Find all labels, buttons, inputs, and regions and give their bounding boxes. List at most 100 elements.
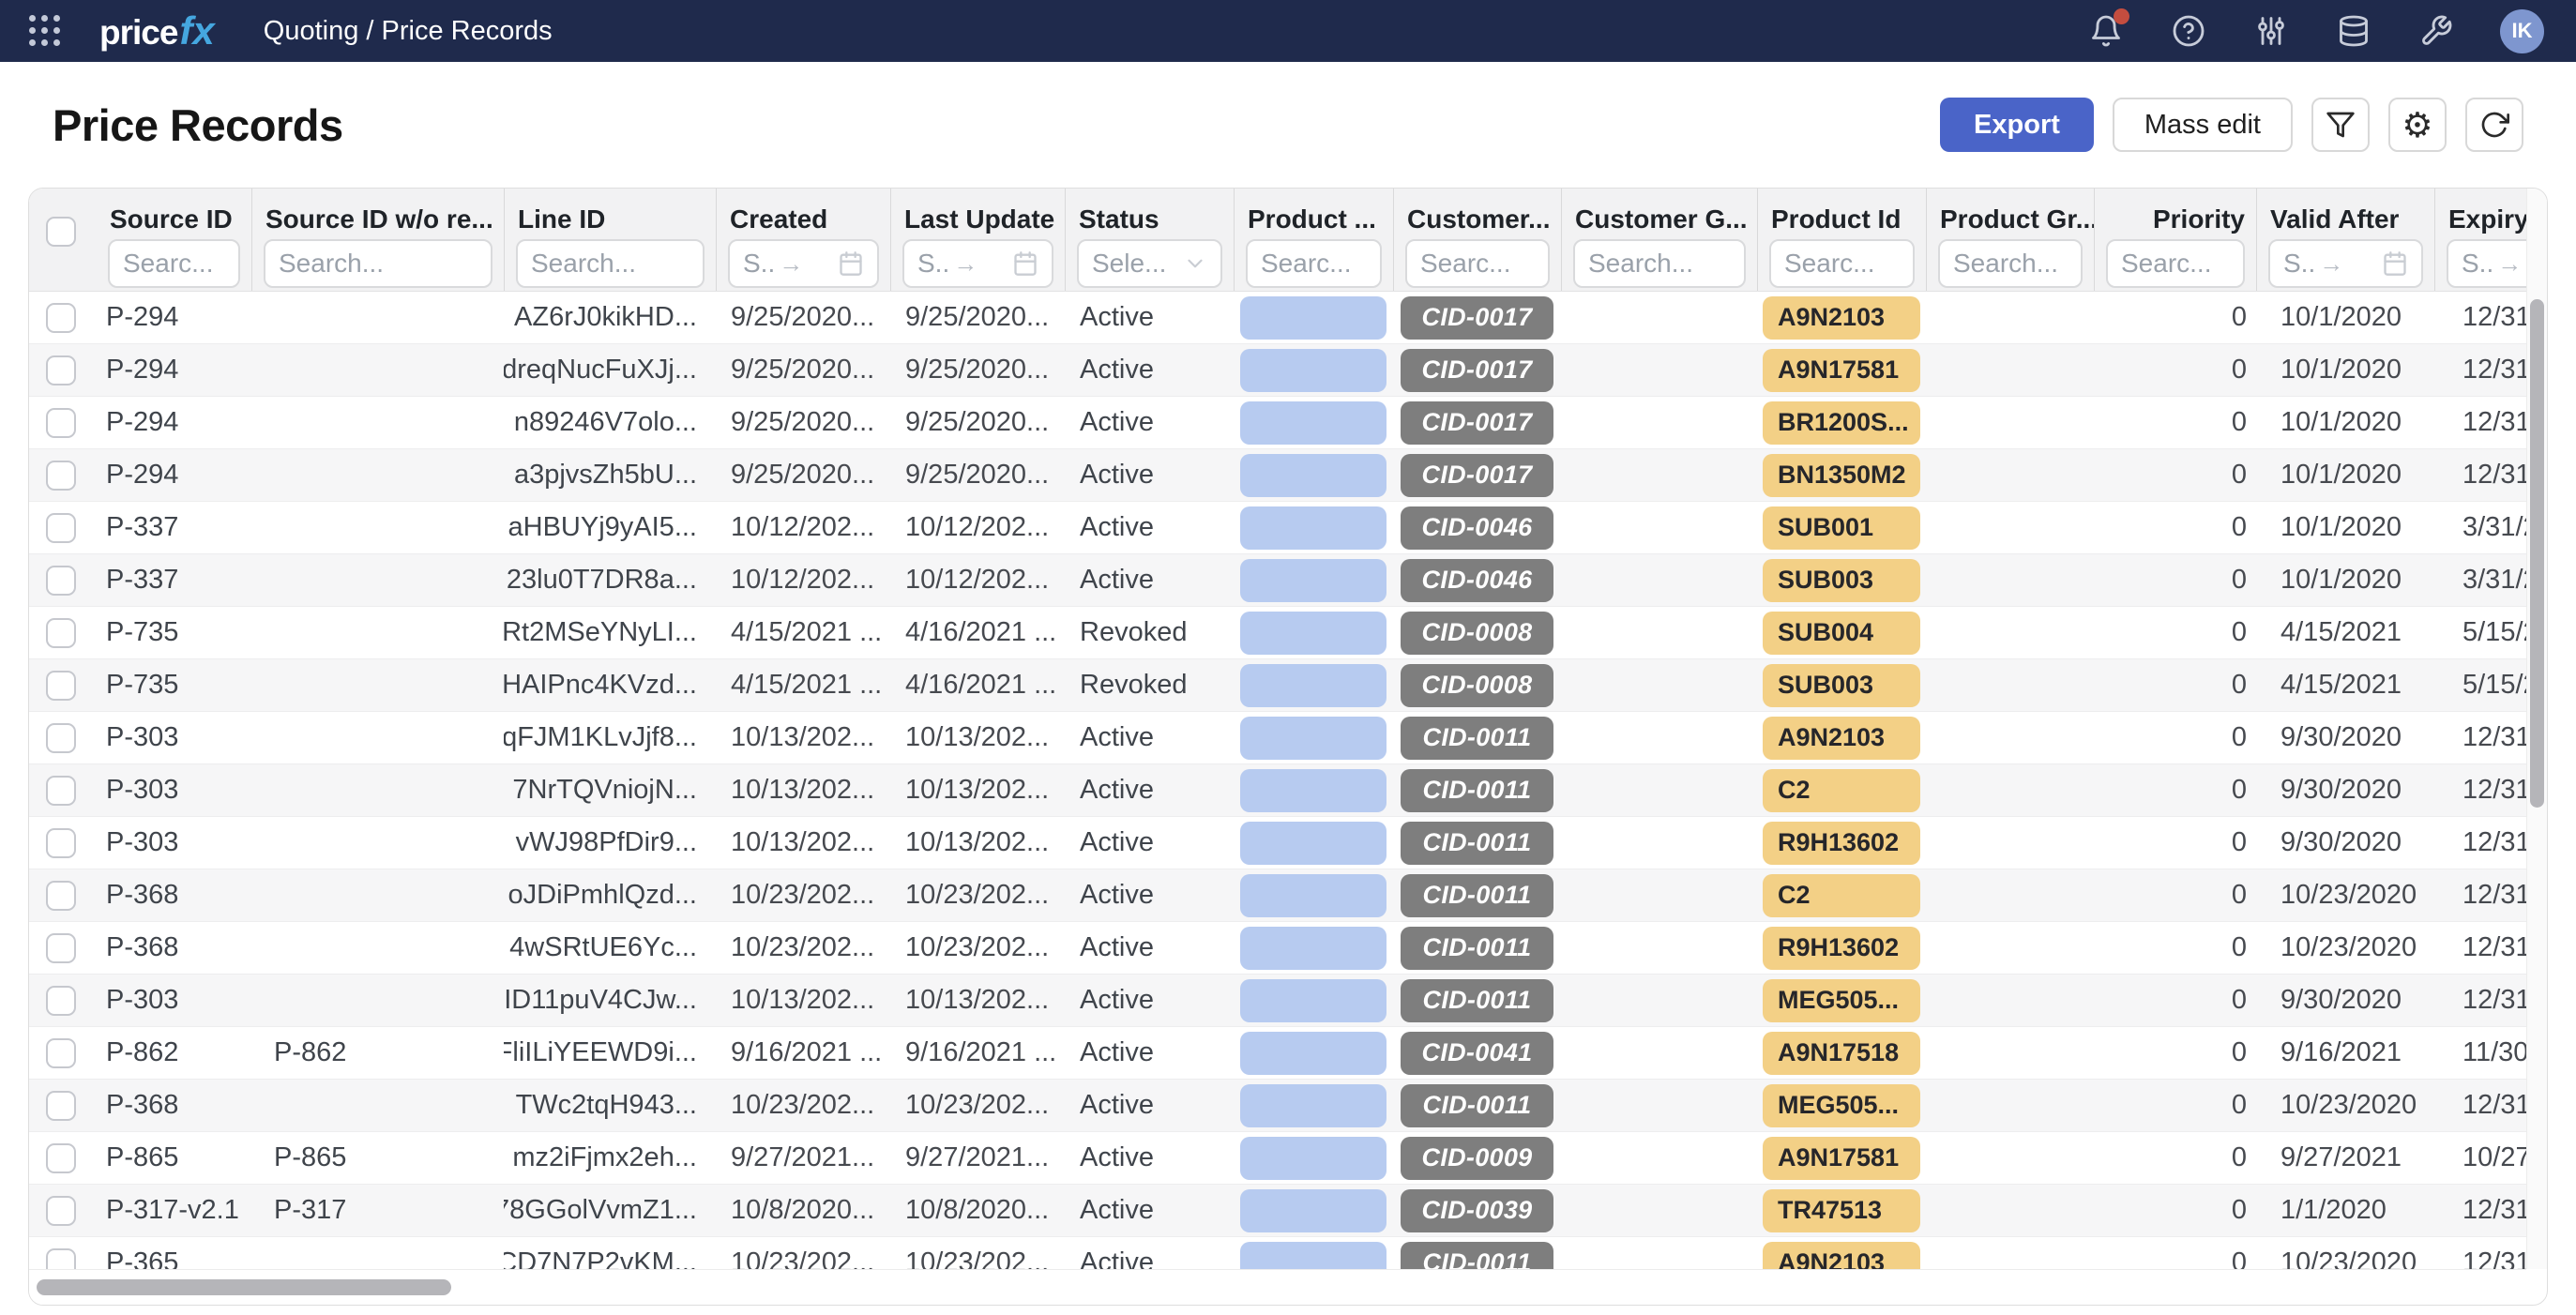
line-id-cell: mz2iFjmx2eh...	[512, 1142, 697, 1172]
settings-button[interactable]: ⚙	[2388, 98, 2447, 152]
customer-group-cell	[1561, 292, 1757, 343]
table-row[interactable]: P-294 a3pjvsZh5bU... 9/25/2020... 9/25/2…	[29, 449, 2547, 502]
source-id-wo-cell: P-862	[274, 1037, 347, 1067]
product-filter-input[interactable]	[1261, 249, 1367, 279]
row-checkbox[interactable]	[46, 565, 76, 596]
table-row[interactable]: P-735 HAIPnc4KVzd... 4/15/2021 ... 4/16/…	[29, 659, 2547, 712]
row-checkbox[interactable]	[46, 1247, 76, 1269]
status-cell: Active	[1080, 827, 1154, 857]
vertical-scrollbar[interactable]	[2526, 189, 2547, 1269]
horizontal-scrollbar-thumb[interactable]	[37, 1279, 451, 1295]
table-row[interactable]: P-303 ID11puV4CJw... 10/13/202... 10/13/…	[29, 975, 2547, 1027]
mass-edit-button[interactable]: Mass edit	[2112, 98, 2293, 152]
help-button[interactable]	[2170, 12, 2207, 50]
row-checkbox[interactable]	[46, 670, 76, 701]
priority-cell: 0	[2231, 985, 2247, 1015]
created-date-filter[interactable]: S.. →	[728, 239, 879, 288]
customer-group-filter-input[interactable]	[1588, 249, 1731, 279]
valid-after-cell: 9/27/2021	[2281, 1142, 2402, 1172]
product-group-cell	[1926, 1237, 2094, 1269]
table-row[interactable]: P-865 P-865 mz2iFjmx2eh... 9/27/2021... …	[29, 1132, 2547, 1185]
row-checkbox[interactable]	[46, 512, 76, 543]
source-id-filter-input[interactable]	[123, 249, 225, 279]
header-cell-product: Product ...	[1234, 189, 1393, 291]
notifications-button[interactable]	[2087, 8, 2129, 50]
last-update-cell: 10/13/202...	[905, 775, 1050, 805]
customer-group-cell	[1561, 607, 1757, 658]
product-pill	[1240, 401, 1386, 445]
source-id-cell: P-303	[106, 722, 179, 752]
table-row[interactable]: P-735 Rt2MSeYNyLI... 4/15/2021 ... 4/16/…	[29, 607, 2547, 659]
priority-filter-input[interactable]	[2121, 249, 2230, 279]
status-cell: Active	[1080, 985, 1154, 1015]
table-row[interactable]: P-365 CD7N7P2vKM... 10/23/202... 10/23/2…	[29, 1237, 2547, 1269]
line-id-filter-input[interactable]	[531, 249, 689, 279]
data-manager-button[interactable]	[2335, 12, 2372, 50]
table-row[interactable]: P-337 aHBUYj9yAI5... 10/12/202... 10/12/…	[29, 502, 2547, 554]
status-select-filter[interactable]: Sele...	[1077, 239, 1222, 288]
apps-grid-icon[interactable]	[26, 12, 64, 50]
user-avatar[interactable]: IK	[2500, 8, 2544, 53]
customer-id-pill: CID-0039	[1401, 1188, 1553, 1232]
table-row[interactable]: P-368 TWc2tqH943... 10/23/202... 10/23/2…	[29, 1080, 2547, 1132]
table-row[interactable]: P-303 vWJ98PfDir9... 10/13/202... 10/13/…	[29, 817, 2547, 869]
row-checkbox[interactable]	[46, 775, 76, 806]
logo-text-price: price	[99, 13, 178, 52]
product-group-cell	[1926, 975, 2094, 1026]
valid-after-date-filter[interactable]: S.. →	[2268, 239, 2423, 288]
row-checkbox[interactable]	[46, 880, 76, 911]
table-row[interactable]: P-337 23lu0T7DR8a... 10/12/202... 10/12/…	[29, 554, 2547, 607]
row-checkbox[interactable]	[46, 355, 76, 385]
priority-cell: 0	[2231, 617, 2247, 647]
row-checkbox[interactable]	[46, 827, 76, 858]
chevron-down-icon	[1188, 259, 1203, 268]
product-id-filter-input[interactable]	[1784, 249, 1900, 279]
row-checkbox[interactable]	[46, 407, 76, 438]
product-pill	[1240, 1241, 1386, 1269]
table-row[interactable]: P-303 7NrTQVniojN... 10/13/202... 10/13/…	[29, 764, 2547, 817]
preferences-sliders-button[interactable]	[2252, 12, 2290, 50]
table-row[interactable]: P-368 oJDiPmhlQzd... 10/23/202... 10/23/…	[29, 869, 2547, 922]
admin-tools-button[interactable]	[2417, 12, 2455, 50]
customer-id-pill: CID-0017	[1401, 453, 1553, 497]
last-update-date-filter[interactable]: S.. →	[902, 239, 1053, 288]
row-checkbox[interactable]	[46, 302, 76, 333]
customer-id-pill: CID-0011	[1401, 716, 1553, 760]
source-id-wo-filter-input[interactable]	[279, 249, 477, 279]
row-checkbox[interactable]	[46, 932, 76, 963]
table-row[interactable]: P-294 n89246V7olo... 9/25/2020... 9/25/2…	[29, 397, 2547, 449]
filter-button[interactable]	[2311, 98, 2370, 152]
source-id-cell: P-337	[106, 512, 179, 542]
row-checkbox[interactable]	[46, 985, 76, 1016]
export-button[interactable]: Export	[1940, 98, 2094, 152]
table-row[interactable]: P-294 AZ6rJ0kikHD... 9/25/2020... 9/25/2…	[29, 292, 2547, 344]
line-id-cell: dreqNucFuXJj...	[504, 355, 697, 385]
product-id-pill: BN1350M2	[1763, 453, 1920, 497]
priority-cell: 0	[2231, 722, 2247, 752]
row-checkbox[interactable]	[46, 1090, 76, 1121]
product-id-pill: MEG505...	[1763, 1083, 1920, 1127]
range-arrow-icon: →	[953, 249, 978, 278]
vertical-scrollbar-thumb[interactable]	[2530, 299, 2544, 808]
product-group-filter-input[interactable]	[1953, 249, 2068, 279]
refresh-button[interactable]	[2465, 98, 2523, 152]
status-cell: Active	[1080, 880, 1154, 910]
row-checkbox[interactable]	[46, 1142, 76, 1173]
table-row[interactable]: P-862 P-862 FliILiYEEWD9i... 9/16/2021 .…	[29, 1027, 2547, 1080]
valid-after-cell: 10/1/2020	[2281, 407, 2402, 437]
customer-filter-input[interactable]	[1420, 249, 1535, 279]
customer-group-cell	[1561, 1080, 1757, 1131]
breadcrumb[interactable]: Quoting / Price Records	[263, 15, 553, 46]
table-row[interactable]: P-368 4wSRtUE6Yc... 10/23/202... 10/23/2…	[29, 922, 2547, 975]
row-checkbox[interactable]	[46, 460, 76, 491]
created-cell: 9/25/2020...	[731, 302, 875, 332]
row-checkbox[interactable]	[46, 1195, 76, 1226]
row-checkbox[interactable]	[46, 617, 76, 648]
table-row[interactable]: P-303 qFJM1KLvJjf8... 10/13/202... 10/13…	[29, 712, 2547, 764]
horizontal-scrollbar[interactable]	[29, 1269, 2526, 1305]
row-checkbox[interactable]	[46, 1037, 76, 1068]
row-checkbox[interactable]	[46, 722, 76, 753]
select-all-checkbox[interactable]	[46, 217, 76, 247]
table-row[interactable]: P-294 dreqNucFuXJj... 9/25/2020... 9/25/…	[29, 344, 2547, 397]
table-row[interactable]: P-317-v2.1 P-317 78GGolVvmZ1... 10/8/202…	[29, 1185, 2547, 1237]
